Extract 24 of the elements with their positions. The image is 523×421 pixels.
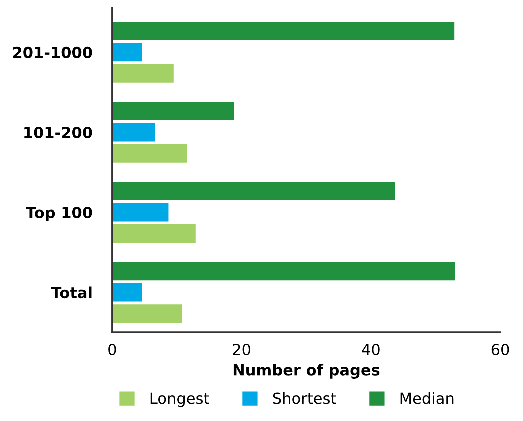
bar: [112, 123, 156, 142]
bar: [112, 304, 182, 323]
y-tick-label: 201-1000: [13, 46, 92, 58]
y-tick-label: Top 100: [26, 206, 92, 222]
legend-label: Median: [400, 392, 454, 404]
x-tick-label: 0: [108, 344, 116, 356]
bar: [112, 203, 169, 222]
bar: [112, 43, 142, 62]
y-tick-label: Total: [51, 286, 92, 299]
bar: [112, 102, 234, 120]
x-axis-title: Number of pages: [234, 364, 380, 379]
y-tick-label: 101-200: [24, 126, 92, 139]
bar: [112, 144, 188, 163]
bar: [112, 64, 174, 83]
bar: [112, 224, 196, 243]
bar: [112, 262, 456, 281]
bar: [112, 182, 396, 201]
x-tick-label: 60: [492, 344, 510, 356]
bar: [112, 283, 142, 302]
legend-label: Shortest: [273, 392, 336, 404]
bar: [112, 22, 455, 40]
x-tick-label: 20: [233, 344, 251, 356]
x-tick-label: 40: [362, 344, 380, 356]
legend-label: Longest: [150, 392, 210, 408]
